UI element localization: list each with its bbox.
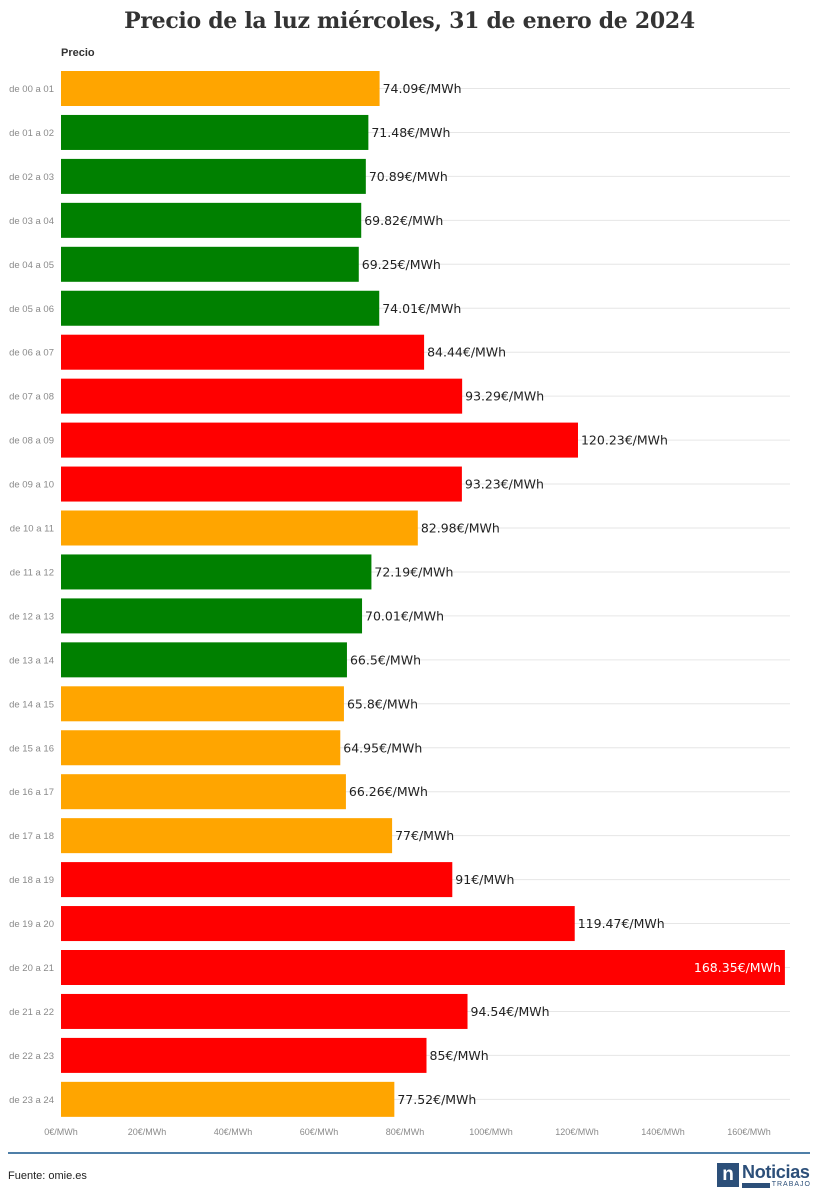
category-label: de 03 a 04 [9,216,54,227]
data-label: 74.09€/MWh [383,81,462,96]
data-label: 119.47€/MWh [578,916,665,931]
bar [61,114,369,150]
category-label: de 14 a 15 [9,699,54,710]
data-label: 82.98€/MWh [421,521,500,536]
data-label: 66.5€/MWh [350,652,421,667]
category-label: de 21 a 22 [9,1007,54,1018]
data-label: 77€/MWh [395,828,454,843]
category-label: de 17 a 18 [9,831,54,842]
bar [61,422,578,458]
bar [61,554,372,590]
category-label: de 20 a 21 [9,963,54,974]
bar [61,466,462,502]
bar [61,906,575,942]
bar [61,1037,427,1073]
bar [61,510,418,546]
x-tick-label: 100€/MWh [469,1127,513,1137]
x-tick-label: 140€/MWh [641,1127,685,1137]
bar [61,158,366,194]
category-label: de 05 a 06 [9,304,54,315]
chart-title: Precio de la luz miércoles, 31 de enero … [124,8,695,34]
category-label: de 01 a 02 [9,128,54,139]
bar-chart: de 00 a 01 74.09€/MWh de 01 a 02 71.48€/MWh… [9,71,790,1137]
data-label: 84.44€/MWh [427,345,506,360]
series-label: Precio [61,47,95,59]
noticias-trabajo-logo: n Noticias TRABAJO [717,1162,811,1189]
category-label: de 00 a 01 [9,84,54,95]
category-label: de 11 a 12 [10,567,54,578]
bar [61,993,468,1029]
category-label: de 08 a 09 [9,436,54,447]
category-label: de 02 a 03 [9,172,54,183]
logo-word: Noticias [742,1162,810,1182]
data-label: 85€/MWh [430,1048,489,1063]
bar [61,290,380,326]
data-label: 70.01€/MWh [365,608,444,623]
category-label: de 06 a 07 [9,348,54,359]
category-label: de 12 a 13 [9,611,54,622]
data-label: 70.89€/MWh [369,169,448,184]
category-label: de 19 a 20 [9,919,54,930]
x-tick-label: 40€/MWh [214,1127,253,1137]
x-tick-label: 160€/MWh [727,1127,771,1137]
bar [61,246,359,282]
logo-mark-icon: n [717,1163,739,1187]
data-label: 69.25€/MWh [362,257,441,272]
data-label: 71.48€/MWh [371,125,450,140]
x-tick-label: 20€/MWh [128,1127,167,1137]
bar [61,950,785,985]
bar [61,378,463,414]
data-label: 91€/MWh [455,872,514,887]
category-label: de 15 a 16 [9,743,54,754]
category-label: de 09 a 10 [9,480,54,491]
bar [61,818,393,854]
bar [61,686,344,722]
category-label: de 23 a 24 [9,1095,54,1106]
data-label: 93.29€/MWh [465,389,544,404]
source-note: Fuente: omie.es [8,1170,87,1182]
bar [61,71,380,106]
bar [61,862,453,898]
category-label: de 04 a 05 [9,260,54,271]
data-label: 77.52€/MWh [397,1092,476,1107]
data-label: 65.8€/MWh [347,696,418,711]
x-tick-label: 60€/MWh [300,1127,339,1137]
bar [61,334,425,370]
category-label: de 18 a 19 [9,875,54,886]
data-label: 93.23€/MWh [465,477,544,492]
data-label: 69.82€/MWh [364,213,443,228]
data-label: 120.23€/MWh [581,433,668,448]
data-label: 94.54€/MWh [471,1004,550,1019]
category-label: de 16 a 17 [9,787,54,798]
x-tick-label: 0€/MWh [44,1127,78,1137]
bar [61,1081,395,1117]
category-label: de 22 a 23 [9,1051,54,1062]
data-label: 72.19€/MWh [374,564,453,579]
data-label: 64.95€/MWh [343,740,422,755]
data-label: 66.26€/MWh [349,784,428,799]
category-label: de 07 a 08 [9,392,54,403]
bar [61,774,346,810]
footer-divider [8,1152,810,1154]
x-tick-label: 80€/MWh [386,1127,425,1137]
bar [61,202,362,238]
x-tick-label: 120€/MWh [555,1127,599,1137]
bar [61,642,347,678]
data-label: 168.35€/MWh [694,960,781,975]
bar [61,730,341,766]
category-label: de 10 a 11 [10,524,54,535]
category-label: de 13 a 14 [9,655,54,666]
logo-subtitle: TRABAJO [742,1181,811,1189]
data-label: 74.01€/MWh [382,301,461,316]
bar [61,598,363,634]
